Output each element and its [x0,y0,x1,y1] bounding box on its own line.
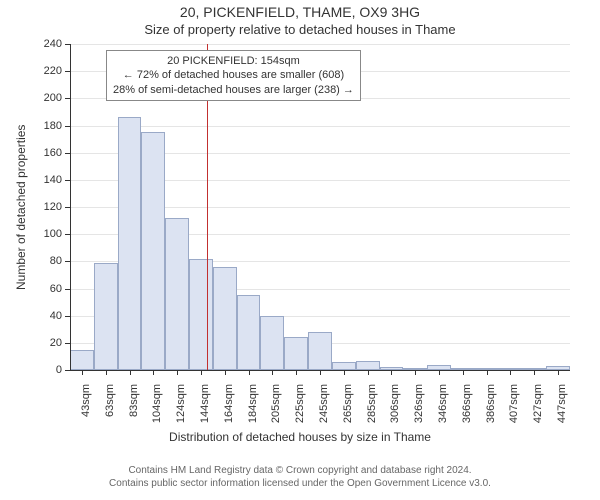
histogram-bar [260,316,284,370]
x-tick-label: 205sqm [270,384,282,423]
x-tick-label: 447sqm [556,384,568,423]
y-tick-label: 220 [36,65,62,77]
histogram-bar [141,132,165,370]
x-tick-label: 43sqm [80,384,92,417]
chart-title: 20, PICKENFIELD, THAME, OX9 3HG [0,4,600,20]
plot-area: 02040608010012014016018020022024043sqm63… [70,44,570,370]
x-tick-label: 285sqm [366,384,378,423]
histogram-bar [165,218,189,370]
y-axis-line [70,44,71,370]
y-tick-label: 200 [36,92,62,104]
x-tick-label: 184sqm [247,384,259,423]
x-tick-label: 306sqm [389,384,401,423]
x-tick-label: 124sqm [175,384,187,423]
x-tick-label: 346sqm [437,384,449,423]
footer-line-2: Contains public sector information licen… [0,477,600,490]
y-tick-label: 140 [36,174,62,186]
x-axis-label: Distribution of detached houses by size … [0,430,600,444]
y-tick-label: 100 [36,228,62,240]
histogram-bar [118,117,142,370]
gridline [70,44,570,45]
x-tick-label: 366sqm [461,384,473,423]
gridline [70,126,570,127]
y-tick-label: 60 [36,283,62,295]
histogram-bar [70,350,94,370]
x-tick-label: 83sqm [128,384,140,417]
x-tick-label: 386sqm [485,384,497,423]
y-tick-label: 80 [36,255,62,267]
histogram-bar [332,362,356,370]
annotation-line: ← 72% of detached houses are smaller (60… [113,68,354,82]
footer-line-1: Contains HM Land Registry data © Crown c… [0,464,600,477]
annotation-box: 20 PICKENFIELD: 154sqm← 72% of detached … [106,50,361,101]
y-tick-label: 0 [36,364,62,376]
histogram-bar [237,295,261,370]
histogram-bar [213,267,237,370]
x-tick-label: 63sqm [104,384,116,417]
histogram-bar [189,259,213,370]
x-tick-label: 164sqm [223,384,235,423]
y-tick-label: 40 [36,310,62,322]
histogram-bar [308,332,332,370]
y-tick-label: 120 [36,201,62,213]
x-tick-label: 225sqm [294,384,306,423]
histogram-bar [356,361,380,371]
x-tick-label: 407sqm [508,384,520,423]
chart-footer: Contains HM Land Registry data © Crown c… [0,464,600,490]
y-tick-label: 180 [36,120,62,132]
x-tick-label: 144sqm [199,384,211,423]
x-tick-label: 265sqm [342,384,354,423]
chart-subtitle: Size of property relative to detached ho… [0,22,600,37]
histogram-bar [94,263,118,370]
y-tick-label: 20 [36,337,62,349]
x-tick-label: 427sqm [532,384,544,423]
annotation-line: 20 PICKENFIELD: 154sqm [113,54,354,68]
x-tick-label: 104sqm [151,384,163,423]
x-tick-label: 245sqm [318,384,330,423]
y-tick-label: 240 [36,38,62,50]
x-tick-label: 326sqm [413,384,425,423]
y-axis-label: Number of detached properties [14,125,28,290]
property-size-chart: 20, PICKENFIELD, THAME, OX9 3HG Size of … [0,0,600,500]
histogram-bar [284,337,308,370]
y-tick-label: 160 [36,147,62,159]
x-axis-line [70,370,570,371]
annotation-line: 28% of semi-detached houses are larger (… [113,83,354,97]
